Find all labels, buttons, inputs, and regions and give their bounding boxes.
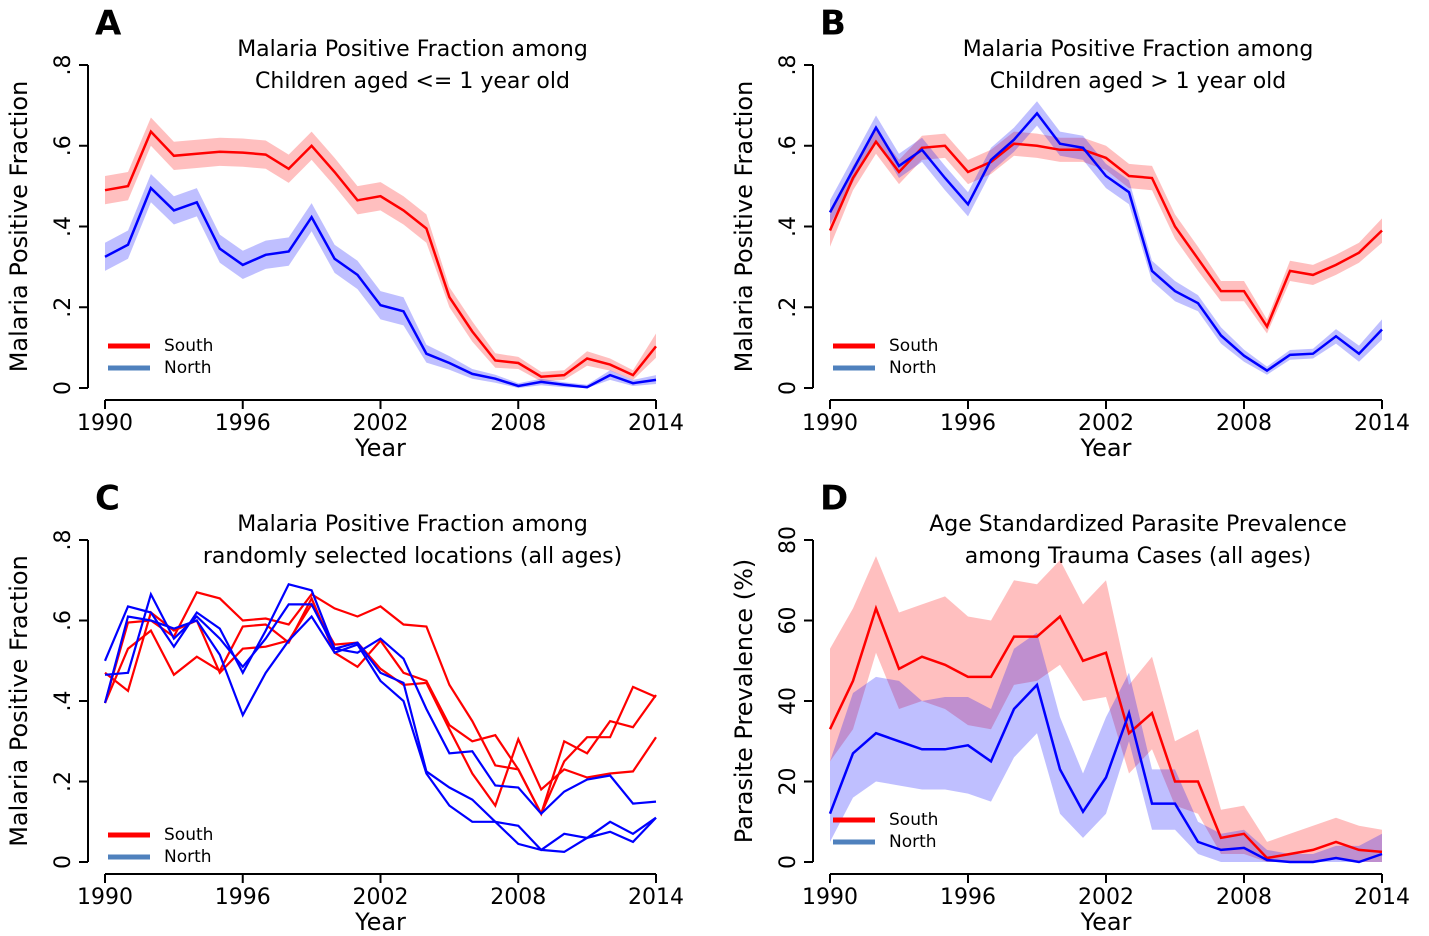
y-tick-label: 40: [776, 687, 801, 715]
y-tick-label: .4: [776, 216, 801, 237]
x-tick-label: 2002: [1078, 411, 1134, 436]
x-tick-label: 1990: [802, 411, 858, 436]
confidence-band: [830, 129, 1382, 334]
x-axis-title: Year: [1080, 908, 1132, 936]
panel-label: A: [95, 4, 122, 44]
x-axis-title: Year: [1080, 434, 1132, 462]
y-tick-label: 0: [776, 381, 801, 395]
y-tick-label: .2: [776, 297, 801, 318]
y-tick-label: 20: [776, 768, 801, 796]
x-tick-label: 2008: [490, 411, 546, 436]
data-line: [104, 602, 657, 808]
legend-label: South: [889, 810, 938, 830]
x-tick-label: 2002: [353, 411, 409, 436]
y-axis-title: Parasite Prevalence (%): [730, 559, 758, 843]
data-line: [104, 129, 657, 378]
panel-label: B: [820, 4, 846, 44]
data-line: [828, 682, 1383, 864]
y-tick-label: .4: [51, 216, 76, 237]
y-tick-label: .2: [51, 297, 76, 318]
x-tick-label: 2014: [1354, 411, 1410, 436]
x-axis-title: Year: [354, 434, 406, 462]
y-tick-label: .6: [51, 135, 76, 156]
x-tick-label: 1996: [940, 885, 996, 910]
y-tick-label: .6: [51, 610, 76, 631]
y-tick-label: 0: [51, 381, 76, 395]
y-tick-label: .6: [776, 135, 801, 156]
y-tick-label: 80: [776, 526, 801, 554]
chart-title: Children aged > 1 year old: [990, 69, 1287, 94]
confidence-band: [105, 117, 656, 382]
data-line: [103, 591, 657, 817]
panel-label: C: [95, 479, 120, 519]
y-tick-label: .8: [51, 530, 76, 551]
data-line: [104, 591, 657, 852]
x-axis-title: Year: [354, 908, 406, 936]
confidence-band: [830, 632, 1382, 862]
y-tick-label: .8: [776, 55, 801, 76]
data-line: [103, 583, 657, 816]
confidence-band: [830, 556, 1382, 862]
data-line: [104, 185, 657, 389]
x-tick-label: 2008: [490, 885, 546, 910]
confidence-band: [830, 101, 1382, 375]
y-axis-title: Malaria Positive Fraction: [730, 81, 758, 373]
y-tick-label: 0: [51, 855, 76, 869]
y-tick-label: .4: [51, 691, 76, 712]
data-line: [828, 111, 1383, 373]
legend-label: South: [164, 336, 213, 356]
data-line: [103, 614, 657, 854]
x-tick-label: 2008: [1216, 411, 1272, 436]
y-tick-label: .2: [51, 771, 76, 792]
y-tick-label: .8: [51, 55, 76, 76]
data-line: [828, 139, 1383, 330]
chart-title: Malaria Positive Fraction among: [963, 37, 1314, 62]
y-axis-title: Malaria Positive Fraction: [5, 81, 33, 373]
data-line: [828, 604, 1383, 860]
legend-label: North: [164, 847, 212, 867]
x-tick-label: 1996: [215, 885, 271, 910]
legend-label: North: [164, 358, 212, 378]
chart-title: Malaria Positive Fraction among: [237, 512, 588, 537]
chart-title: randomly selected locations (all ages): [203, 544, 622, 569]
y-axis-title: Malaria Positive Fraction: [5, 555, 33, 847]
x-tick-label: 2014: [628, 885, 684, 910]
data-line: [103, 595, 657, 817]
chart-title: Age Standardized Parasite Prevalence: [929, 512, 1347, 537]
x-tick-label: 1990: [802, 885, 858, 910]
y-tick-label: 60: [776, 607, 801, 635]
x-tick-label: 2014: [628, 411, 684, 436]
y-tick-label: 0: [776, 855, 801, 869]
x-tick-label: 1990: [77, 411, 133, 436]
chart-title: Malaria Positive Fraction among: [237, 37, 588, 62]
panel-label: D: [820, 479, 848, 519]
x-tick-label: 1996: [940, 411, 996, 436]
x-tick-label: 1996: [215, 411, 271, 436]
x-tick-label: 2002: [1078, 885, 1134, 910]
x-tick-label: 2002: [353, 885, 409, 910]
legend-label: North: [889, 358, 937, 378]
chart-title: among Trauma Cases (all ages): [965, 544, 1311, 569]
x-tick-label: 2014: [1354, 885, 1410, 910]
x-tick-label: 1990: [77, 885, 133, 910]
legend-label: South: [164, 825, 213, 845]
legend-label: North: [889, 832, 937, 852]
chart-title: Children aged <= 1 year old: [255, 69, 570, 94]
legend-label: South: [889, 336, 938, 356]
x-tick-label: 2008: [1216, 885, 1272, 910]
